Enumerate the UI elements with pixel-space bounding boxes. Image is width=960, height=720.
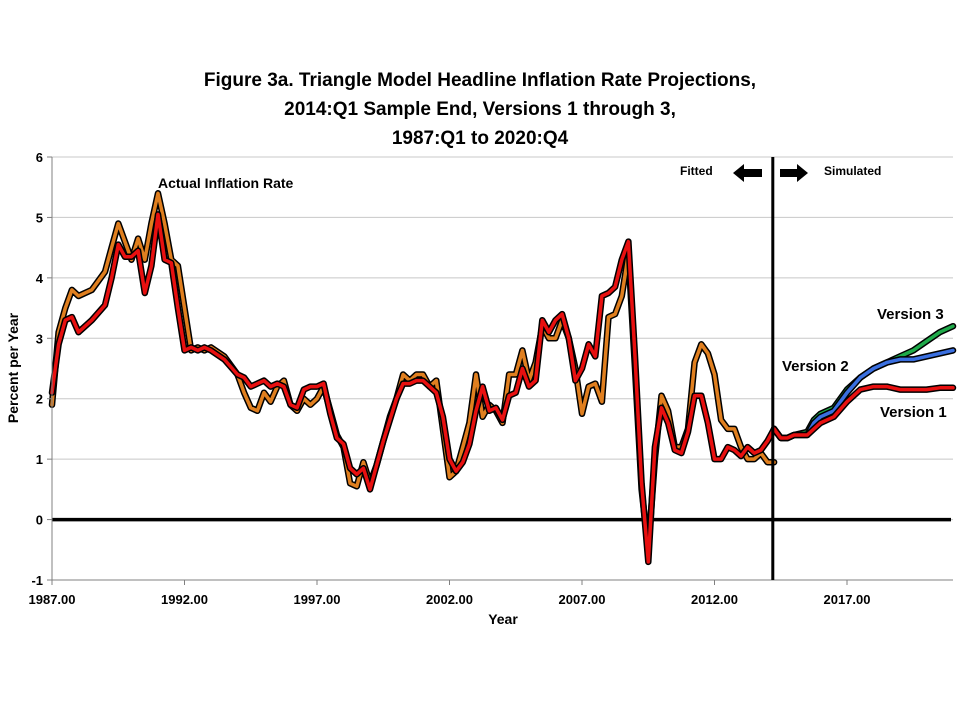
chart-title-line-1: Figure 3a. Triangle Model Headline Infla… <box>203 70 757 91</box>
y-tick-label: 6 <box>36 150 43 165</box>
y-tick-label: -1 <box>31 573 43 588</box>
fitted-arrow-left-icon <box>733 164 762 182</box>
y-tick-labels: -1 0 1 2 3 4 5 6 <box>31 150 43 588</box>
y-tick-label: 5 <box>36 210 43 225</box>
chart-title-line-2: 2014:Q1 Sample End, Versions 1 through 3… <box>284 99 676 120</box>
series-line-version-3 <box>772 324 955 440</box>
annotation-actual-inflation-rate: Actual Inflation Rate <box>158 175 294 191</box>
x-tick-label: 1987.00 <box>29 592 76 607</box>
annotation-version-1: Version 1 <box>880 404 947 421</box>
y-tick-label: 4 <box>36 271 44 286</box>
annotation-version-3: Version 3 <box>877 306 944 323</box>
x-tick-label: 2017.00 <box>824 592 871 607</box>
annotation-version-2: Version 2 <box>782 358 849 375</box>
x-tick-label: 2002.00 <box>426 592 473 607</box>
x-tick-label: 1997.00 <box>294 592 341 607</box>
y-tick-label: 0 <box>36 513 43 528</box>
series-group <box>48 190 957 566</box>
series-outline-version-1 <box>48 211 957 566</box>
x-axis-label: Year <box>488 611 518 627</box>
simulated-arrow-right-icon <box>780 164 808 182</box>
x-tick-labels: 1987.00 1992.00 1997.00 2002.00 2007.00 2012.… <box>29 592 871 607</box>
annotations-group <box>733 157 808 580</box>
series-line-version-1 <box>50 212 955 564</box>
annotation-fitted: Fitted <box>680 164 713 178</box>
x-tick-label: 1992.00 <box>161 592 208 607</box>
y-tick-label: 3 <box>36 331 43 346</box>
x-tick-label: 2007.00 <box>559 592 606 607</box>
x-tick-label: 2012.00 <box>691 592 738 607</box>
chart-title-line-3: 1987:Q1 to 2020:Q4 <box>391 128 569 149</box>
y-axis-label: Percent per Year <box>5 312 21 423</box>
y-tick-label: 2 <box>36 392 43 407</box>
annotation-simulated: Simulated <box>824 164 881 178</box>
y-tick-label: 1 <box>36 452 43 467</box>
axes-group <box>47 156 953 585</box>
